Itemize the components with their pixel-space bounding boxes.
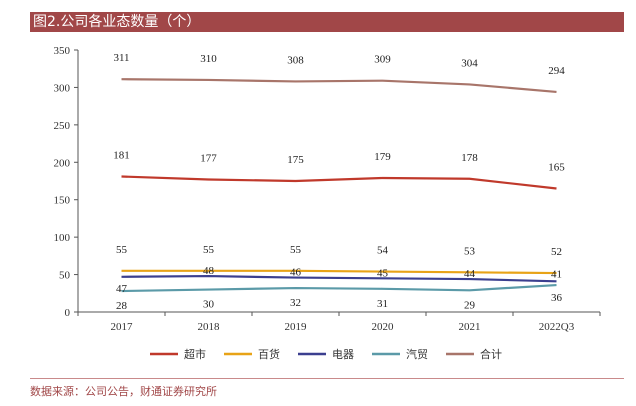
series-lines xyxy=(121,78,557,293)
x-tick-label: 2019 xyxy=(285,321,308,333)
data-label: 30 xyxy=(203,299,215,311)
data-label: 55 xyxy=(203,244,215,256)
data-label: 36 xyxy=(551,292,563,304)
data-label: 31 xyxy=(377,298,388,310)
data-labels: 181 177 175 179 178 165 55 55 55 54 53 52 47 48 46 45 44… xyxy=(113,52,565,312)
data-label: 45 xyxy=(377,267,389,279)
legend-label: 百货 xyxy=(258,347,280,361)
series-line-3 xyxy=(121,283,557,293)
legend: 超市 百货 电器 汽贸 合计 xyxy=(150,347,502,361)
y-tick-label: 150 xyxy=(54,195,71,207)
data-label: 310 xyxy=(200,53,217,65)
data-label: 179 xyxy=(374,151,391,163)
data-label: 44 xyxy=(464,268,476,280)
data-label: 55 xyxy=(116,244,128,256)
legend-label: 超市 xyxy=(184,347,206,361)
data-label: 308 xyxy=(287,54,304,66)
data-label: 32 xyxy=(290,297,301,309)
data-label: 54 xyxy=(377,245,389,257)
y-tick-label: 100 xyxy=(54,232,71,244)
legend-label: 汽贸 xyxy=(406,347,428,361)
x-tick-label: 2021 xyxy=(459,321,481,333)
y-tick-label: 300 xyxy=(54,82,71,94)
data-label: 53 xyxy=(464,245,476,257)
data-label: 28 xyxy=(116,300,128,312)
data-label: 165 xyxy=(548,161,565,173)
chart-title: 图2.公司各业态数量（个） xyxy=(30,12,624,32)
legend-label: 合计 xyxy=(480,347,502,361)
data-label: 47 xyxy=(116,283,128,295)
source-note: 数据来源：公司公告，财通证券研究所 xyxy=(30,385,217,398)
data-label: 181 xyxy=(113,150,130,162)
data-label: 294 xyxy=(548,65,565,77)
y-tick-label: 200 xyxy=(54,157,71,169)
y-tick-label: 250 xyxy=(54,120,71,132)
data-label: 29 xyxy=(464,299,476,311)
data-label: 175 xyxy=(287,154,304,166)
data-label: 177 xyxy=(200,153,217,165)
series-line-4 xyxy=(121,78,557,94)
footer-divider xyxy=(30,378,624,379)
x-tick-label: 2017 xyxy=(111,321,134,333)
data-label: 48 xyxy=(203,265,215,277)
x-tick-label: 2018 xyxy=(198,321,221,333)
data-label: 46 xyxy=(290,267,302,279)
y-tick-label: 50 xyxy=(59,270,71,282)
data-label: 178 xyxy=(461,152,478,164)
data-label: 52 xyxy=(551,246,562,258)
axes: 0 50 100 150 200 250 300 350 2017 2018 2019 2020 202… xyxy=(54,45,601,333)
x-tick-label: 2020 xyxy=(372,321,395,333)
data-label: 304 xyxy=(461,57,478,69)
y-tick-label: 0 xyxy=(65,307,71,319)
series-line-2 xyxy=(121,274,557,283)
data-label: 41 xyxy=(551,268,562,280)
data-label: 55 xyxy=(290,244,302,256)
data-label: 309 xyxy=(374,54,391,66)
series-line-0 xyxy=(121,175,557,190)
x-tick-label: 2022Q3 xyxy=(539,321,575,333)
y-tick-label: 350 xyxy=(54,45,71,57)
data-label: 311 xyxy=(113,52,129,64)
series-line-1 xyxy=(121,269,557,275)
legend-label: 电器 xyxy=(332,348,354,361)
